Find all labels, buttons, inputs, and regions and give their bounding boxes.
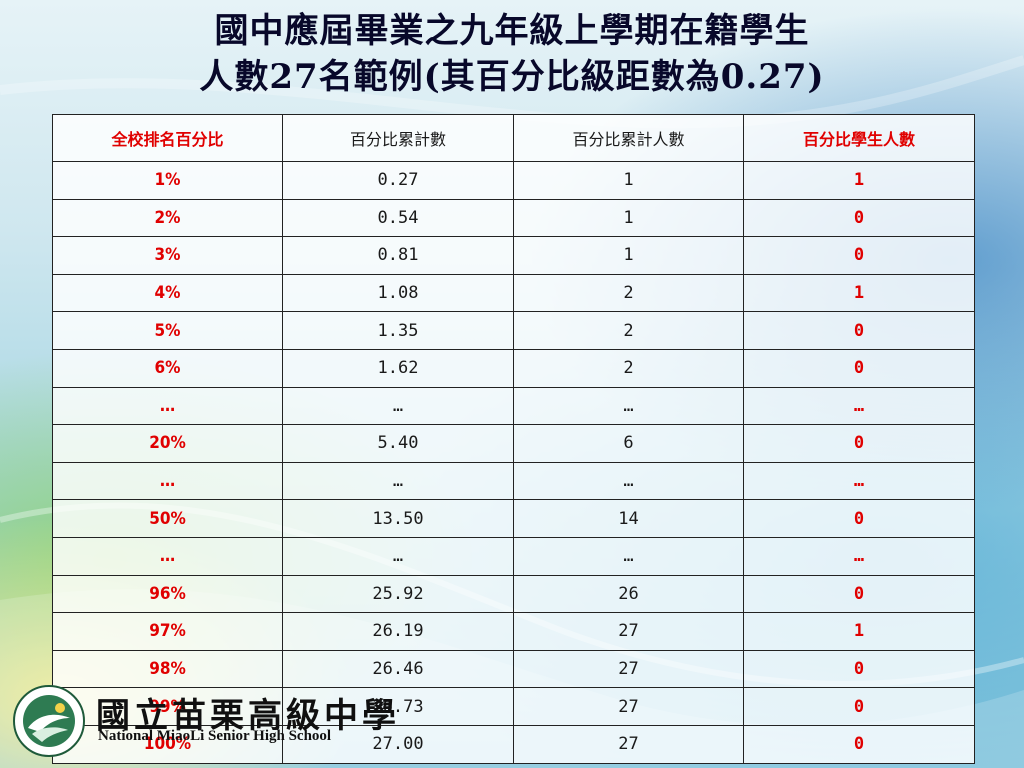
cell-students: 1 [743, 612, 975, 651]
cell-students: 0 [743, 724, 975, 764]
cell-rank: 2% [52, 198, 283, 238]
cell-students: … [743, 386, 975, 426]
cell-count: 26 [513, 574, 744, 614]
cell-count: 14 [513, 499, 744, 538]
percentile-table-container: 全校排名百分比 百分比累計數 百分比累計人數 百分比學生人數 1% 0.27 1… [52, 114, 975, 764]
table-row-ellipsis: … … … … [52, 461, 975, 501]
cell-cumulative: 26.73 [282, 687, 514, 726]
cell-rank: 4% [52, 273, 283, 313]
cell-students: 1 [743, 161, 975, 200]
cell-count: … [513, 536, 744, 576]
cell-rank: 96% [52, 574, 283, 614]
school-name-english: National MiaoLi Senior High School [98, 728, 332, 744]
table-row: 2% 0.54 1 0 [52, 198, 975, 238]
cell-students: … [743, 536, 975, 576]
cell-count: 2 [513, 311, 744, 350]
school-name-chinese: 國立苗栗高級中學 [96, 696, 400, 736]
cell-cumulative: 5.40 [282, 424, 514, 463]
cell-rank: 50% [52, 499, 283, 538]
table-row: 5% 1.35 2 0 [52, 311, 975, 350]
header-cumulative-count: 百分比累計人數 [513, 114, 744, 162]
cell-students: 0 [743, 198, 975, 238]
cell-rank: … [52, 461, 283, 501]
table-row: 99% 26.73 27 0 [52, 687, 975, 726]
table-row: 6% 1.62 2 0 [52, 348, 975, 388]
table-row: 100% 27.00 27 0 [52, 724, 975, 764]
header-school-rank-percent: 全校排名百分比 [52, 114, 283, 162]
cell-rank: … [52, 536, 283, 576]
page-title: 國中應屆畢業之九年級上學期在籍學生 人數27名範例(其百分比級距數為0.27) [0, 8, 1024, 100]
cell-cumulative: … [282, 386, 514, 426]
school-emblem-icon [13, 685, 85, 757]
cell-students: 0 [743, 574, 975, 614]
table-row: 50% 13.50 14 0 [52, 499, 975, 538]
cell-cumulative: 25.92 [282, 574, 514, 614]
cell-students: 0 [743, 649, 975, 689]
cell-rank: 1% [52, 161, 283, 200]
table-row-ellipsis: … … … … [52, 386, 975, 426]
table-row: 96% 25.92 26 0 [52, 574, 975, 614]
cell-rank: 20% [52, 424, 283, 463]
table-row: 1% 0.27 1 1 [52, 161, 975, 200]
cell-rank: 98% [52, 649, 283, 689]
cell-rank: 97% [52, 612, 283, 651]
cell-cumulative: 26.19 [282, 612, 514, 651]
table-row: 97% 26.19 27 1 [52, 612, 975, 651]
table-row: 20% 5.40 6 0 [52, 424, 975, 463]
cell-rank: 100% [52, 724, 283, 764]
cell-cumulative: 0.27 [282, 161, 514, 200]
cell-count: 27 [513, 649, 744, 689]
table-header-row: 全校排名百分比 百分比累計數 百分比累計人數 百分比學生人數 [52, 114, 975, 162]
title-line-2: 人數27名範例(其百分比級距數為0.27) [199, 57, 825, 97]
cell-rank: 5% [52, 311, 283, 350]
cell-count: 27 [513, 724, 744, 764]
cell-cumulative: 13.50 [282, 499, 514, 538]
cell-cumulative: 0.54 [282, 198, 514, 238]
cell-count: 27 [513, 687, 744, 726]
cell-students: 0 [743, 236, 975, 275]
cell-count: … [513, 461, 744, 501]
cell-rank: … [52, 386, 283, 426]
cell-rank: 99% [52, 687, 283, 726]
cell-count: 1 [513, 198, 744, 238]
table-row: 98% 26.46 27 0 [52, 649, 975, 689]
cell-students: 1 [743, 273, 975, 313]
cell-cumulative: … [282, 461, 514, 501]
cell-count: 1 [513, 161, 744, 200]
cell-cumulative: 1.08 [282, 273, 514, 313]
cell-count: 1 [513, 236, 744, 275]
cell-count: 27 [513, 612, 744, 651]
cell-students: 0 [743, 311, 975, 350]
header-cumulative-percent: 百分比累計數 [282, 114, 514, 162]
cell-cumulative: 0.81 [282, 236, 514, 275]
table-row-ellipsis: … … … … [52, 536, 975, 576]
cell-students: … [743, 461, 975, 501]
title-line-1: 國中應屆畢業之九年級上學期在籍學生 [214, 11, 810, 51]
cell-students: 0 [743, 348, 975, 388]
cell-cumulative: 1.62 [282, 348, 514, 388]
cell-count: 2 [513, 273, 744, 313]
cell-cumulative: 26.46 [282, 649, 514, 689]
table-row: 3% 0.81 1 0 [52, 236, 975, 275]
cell-students: 0 [743, 499, 975, 538]
cell-cumulative: … [282, 536, 514, 576]
cell-count: 6 [513, 424, 744, 463]
cell-cumulative: 1.35 [282, 311, 514, 350]
cell-rank: 6% [52, 348, 283, 388]
percentile-table: 全校排名百分比 百分比累計數 百分比累計人數 百分比學生人數 1% 0.27 1… [52, 114, 975, 764]
table-row: 4% 1.08 2 1 [52, 273, 975, 313]
cell-rank: 3% [52, 236, 283, 275]
header-student-count: 百分比學生人數 [743, 114, 975, 162]
cell-students: 0 [743, 424, 975, 463]
cell-cumulative: 27.00 [282, 724, 514, 764]
cell-students: 0 [743, 687, 975, 726]
cell-count: 2 [513, 348, 744, 388]
cell-count: … [513, 386, 744, 426]
